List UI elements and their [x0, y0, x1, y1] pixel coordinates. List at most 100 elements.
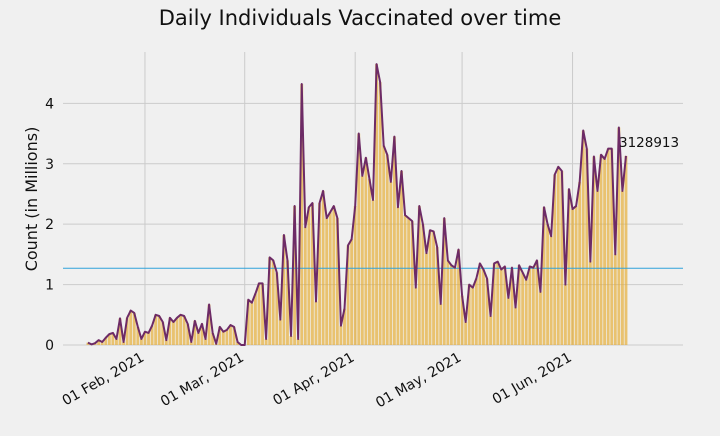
- bar: [246, 299, 250, 345]
- bar: [100, 341, 104, 345]
- bar: [303, 227, 307, 345]
- bar: [296, 338, 300, 345]
- bar: [410, 221, 414, 345]
- bar: [531, 267, 535, 345]
- bar: [556, 166, 560, 345]
- bar: [503, 266, 507, 345]
- bar: [154, 314, 158, 345]
- bar: [293, 206, 297, 345]
- bar: [392, 136, 396, 345]
- bar: [581, 130, 585, 345]
- bar: [104, 337, 108, 345]
- bar: [107, 334, 111, 345]
- bar: [560, 171, 564, 345]
- bar: [179, 314, 183, 345]
- bar: [218, 326, 222, 345]
- bar: [125, 317, 129, 345]
- bar: [325, 218, 329, 345]
- bar: [132, 312, 136, 345]
- bar: [328, 212, 332, 345]
- bar: [278, 319, 282, 345]
- bar: [603, 158, 607, 345]
- bar: [617, 127, 621, 345]
- bar: [275, 272, 279, 345]
- series-line-group: [87, 63, 627, 346]
- bar: [528, 266, 532, 345]
- bar: [360, 175, 364, 345]
- bar: [385, 154, 389, 345]
- y-tick-label: 1: [45, 278, 54, 294]
- bar: [318, 203, 321, 345]
- bar: [467, 284, 471, 345]
- bar: [485, 278, 489, 345]
- bar: [335, 218, 339, 345]
- bar: [350, 239, 354, 345]
- bar: [115, 338, 118, 345]
- bar: [253, 293, 257, 345]
- bar: [268, 257, 272, 345]
- bar: [407, 218, 411, 345]
- bar: [553, 174, 557, 345]
- bar: [378, 82, 382, 346]
- bar: [446, 260, 450, 345]
- bar: [506, 297, 510, 345]
- bar: [489, 316, 493, 345]
- y-tick-label: 3: [45, 157, 54, 173]
- bar: [610, 148, 614, 345]
- bar: [539, 291, 542, 345]
- bar: [200, 323, 204, 345]
- bar: [414, 287, 418, 345]
- y-tick-label: 0: [45, 338, 54, 354]
- bar: [574, 206, 578, 345]
- y-tick-label: 2: [45, 217, 54, 233]
- bar: [143, 331, 147, 345]
- bar: [517, 265, 521, 345]
- bar: [271, 260, 275, 345]
- bar: [300, 84, 304, 345]
- bar: [139, 338, 143, 345]
- bar: [474, 278, 478, 345]
- bar: [396, 207, 400, 345]
- bar: [129, 310, 133, 345]
- bar: [182, 316, 186, 345]
- bar: [624, 155, 628, 345]
- bar: [250, 302, 254, 345]
- bar: [264, 338, 268, 345]
- y-axis-label: Count (in Millions): [22, 127, 41, 272]
- chart-title: Daily Individuals Vaccinated over time: [159, 6, 562, 30]
- bar: [111, 332, 115, 345]
- bar: [599, 154, 603, 345]
- bar: [229, 325, 232, 345]
- bar: [382, 145, 386, 345]
- bar: [207, 304, 211, 345]
- bar: [261, 283, 264, 345]
- bar: [232, 326, 236, 345]
- bar: [464, 322, 468, 345]
- bar: [482, 269, 485, 345]
- bar: [189, 341, 193, 345]
- bar: [371, 200, 375, 345]
- bar: [368, 178, 371, 345]
- bar: [400, 171, 403, 345]
- y-tick-labels: 0 1 2 3 4: [45, 96, 54, 354]
- bar: [563, 284, 567, 345]
- bar: [606, 148, 610, 345]
- series-line: [87, 63, 627, 346]
- bar: [389, 181, 393, 345]
- bar: [257, 283, 261, 345]
- bar: [417, 206, 421, 345]
- bar: [307, 207, 311, 345]
- bar: [186, 323, 190, 345]
- bar: [204, 338, 207, 345]
- bar: [122, 341, 125, 345]
- bar: [403, 215, 407, 345]
- bar: [567, 189, 571, 345]
- bar: [449, 265, 453, 345]
- bar: [150, 325, 154, 345]
- y-tick-label: 4: [45, 96, 54, 112]
- bar: [471, 287, 475, 345]
- bar: [432, 231, 435, 345]
- bar: [592, 156, 596, 345]
- bar: [314, 301, 318, 345]
